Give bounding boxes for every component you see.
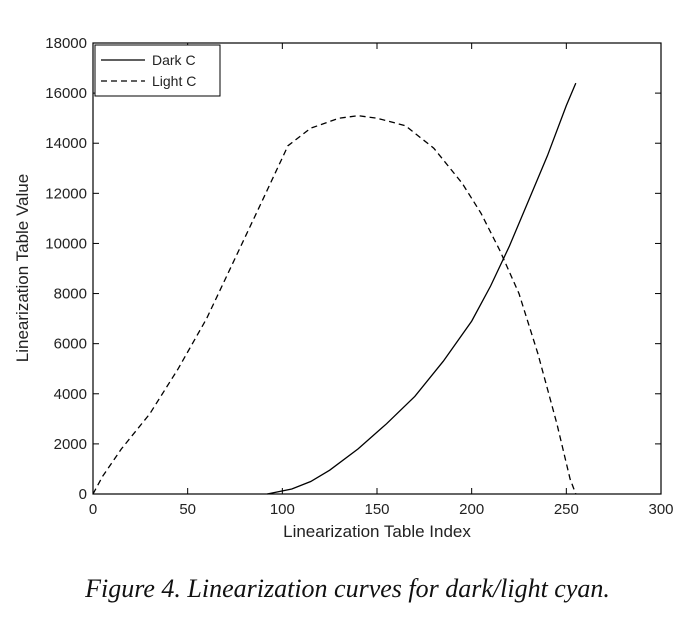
x-tick-label: 250 [554,501,579,518]
y-tick-label: 10000 [45,235,87,252]
y-tick-label: 16000 [45,85,87,102]
legend: Dark C Light C [94,44,221,97]
series-line-light-c [92,115,577,495]
y-axis-label: Linearization Table Value [13,174,32,362]
linearization-chart: 0 50 100 150 200 250 300 0 2000 4000 6000 8000 10000… [13,35,674,541]
y-tick-label: 12000 [45,185,87,202]
y-tick-label: 0 [79,486,87,503]
legend-box [94,44,221,97]
plot-frame [92,42,662,495]
y-tick-label: 2000 [54,436,87,453]
y-tick-label: 6000 [54,336,87,353]
x-tick-label: 200 [459,501,484,518]
y-tick-label: 8000 [54,286,87,303]
y-tick-label: 4000 [54,386,87,403]
series-line-dark-c [267,82,577,495]
x-tick-label: 300 [648,501,673,518]
figure-caption: Figure 4. Linearization curves for dark/… [85,574,610,603]
y-tick-label: 14000 [45,135,87,152]
x-tick-label: 150 [364,501,389,518]
legend-label-light-c: Light C [152,73,196,89]
x-tick-label: 0 [89,501,97,518]
y-tick-label: 18000 [45,35,87,52]
x-tick-label: 50 [179,501,196,518]
x-tick-label: 100 [270,501,295,518]
legend-label-dark-c: Dark C [152,52,196,68]
x-axis-label: Linearization Table Index [283,522,471,541]
